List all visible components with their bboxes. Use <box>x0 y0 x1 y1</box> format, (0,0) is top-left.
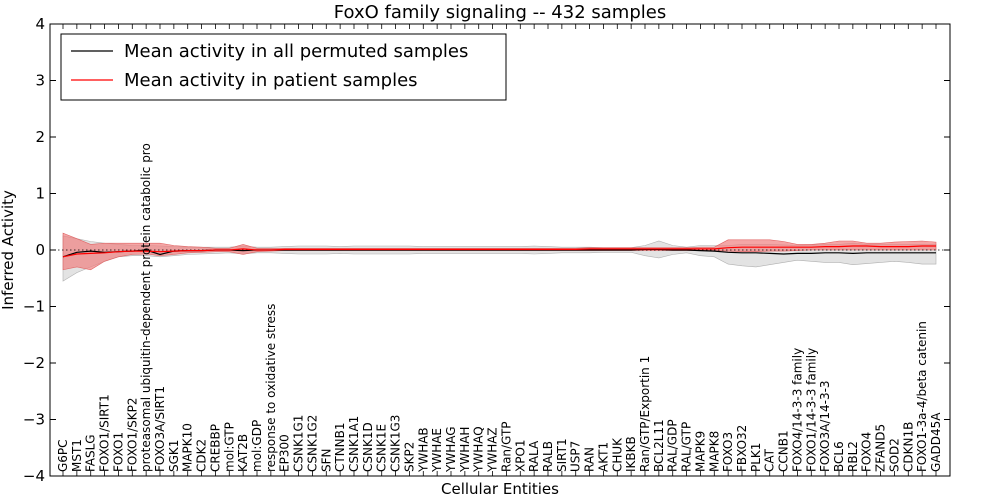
x-tick-label: CDKN1B <box>901 422 915 472</box>
x-tick-label: CSNK1A1 <box>347 416 361 472</box>
x-tick-label: XPO1 <box>513 439 527 472</box>
x-tick-label: USP7 <box>569 441 583 472</box>
x-tick-label: CAT <box>763 448 777 472</box>
x-tick-label: CSNK1D <box>361 422 375 472</box>
x-tick-label: SIRT1 <box>555 438 569 472</box>
x-tick-label: FOXO3 <box>721 432 735 472</box>
y-tick-label: −2 <box>23 354 45 372</box>
y-tick-label: 1 <box>35 185 45 203</box>
x-tick-label: CSNK1G1 <box>292 415 306 472</box>
y-tick-label: 4 <box>35 15 45 33</box>
y-tick-label: −3 <box>23 411 45 429</box>
x-tick-label: FOXO4 <box>860 432 874 472</box>
x-tick-label: GADD45A <box>929 412 943 472</box>
x-tick-label: FOXO1/SKP2 <box>125 397 139 472</box>
x-tick-label: SOD2 <box>887 438 901 472</box>
x-tick-label: CSNK1G2 <box>305 415 319 472</box>
x-tick-label: FOXO3A/SIRT1 <box>153 386 167 472</box>
x-tick-label: EP300 <box>278 434 292 472</box>
y-tick-label: 0 <box>35 241 45 259</box>
x-tick-label: FOXO1/14-3-3 family <box>804 348 818 472</box>
x-tick-label: CSNK1E <box>375 424 389 472</box>
x-tick-label: AKT1 <box>596 442 610 472</box>
x-tick-label: FOXO1 <box>111 432 125 472</box>
patient-mean-line <box>62 245 936 258</box>
x-tick-label: CTNNB1 <box>333 422 347 472</box>
x-tick-label: CREBBP <box>208 424 222 472</box>
x-tick-label: BCL2L11 <box>652 419 666 472</box>
x-tick-label: YWHAZ <box>486 427 500 473</box>
legend-patient-label: Mean activity in patient samples <box>124 70 418 91</box>
x-tick-label: CDK2 <box>195 439 209 472</box>
y-tick-label: 3 <box>35 72 45 90</box>
x-tick-label: FOXO1/SIRT1 <box>98 394 112 472</box>
x-tick-label: FOXO1-3a-4/beta catenin <box>915 321 929 472</box>
y-tick-label: −4 <box>23 467 45 485</box>
legend-permuted-label: Mean activity in all permuted samples <box>124 41 468 62</box>
x-tick-label: RALA <box>527 440 541 472</box>
x-tick-label: response to oxidative stress <box>264 304 278 472</box>
y-tick-label: 2 <box>35 128 45 146</box>
x-tick-label: G6PC <box>56 439 70 472</box>
x-tick-label: RAL/GTP <box>680 422 694 472</box>
y-tick-label: −1 <box>23 298 45 316</box>
x-tick-label: proteasomal ubiquitin-dependent protein … <box>139 143 153 472</box>
x-tick-label: FOXO4/14-3-3 family <box>790 348 804 472</box>
legend: Mean activity in all permuted samples Me… <box>60 33 507 101</box>
x-tick-label: BCL6 <box>832 441 846 472</box>
x-tick-label: YWHAE <box>430 428 444 473</box>
x-tick-label: YWHAQ <box>472 426 486 473</box>
x-tick-label: SKP2 <box>402 442 416 472</box>
x-tick-label: RAN <box>583 447 597 472</box>
x-axis-label: Cellular Entities <box>441 480 559 498</box>
x-tick-label: FBXO32 <box>735 425 749 472</box>
x-tick-label: YWHAH <box>458 427 472 473</box>
x-tick-label: RBL2 <box>846 441 860 472</box>
x-tick-label: SFN <box>319 449 333 473</box>
x-tick-label: IKBKB <box>624 436 638 472</box>
permuted-range-band <box>62 235 937 282</box>
x-tick-label: SGK1 <box>167 440 181 472</box>
x-tick-label: mol:GTP <box>222 422 236 472</box>
x-tick-label: MAPK9 <box>693 431 707 472</box>
x-tick-label: CCNB1 <box>777 430 791 472</box>
x-tick-label: RAL/GDP <box>666 419 680 472</box>
x-tick-label: RALB <box>541 441 555 472</box>
x-tick-label: MST1 <box>70 439 84 472</box>
x-tick-label: CHUK <box>610 437 624 472</box>
x-tick-label: YWHAB <box>416 427 430 473</box>
x-tick-label: Ran/GTP/Exportin 1 <box>638 356 652 472</box>
x-tick-label: FASLG <box>84 434 98 472</box>
x-tick-label: FOXO3A/14-3-3 <box>818 380 832 472</box>
x-tick-label: ZFAND5 <box>874 424 888 472</box>
x-tick-label: MAPK10 <box>181 423 195 472</box>
legend-box <box>60 33 507 101</box>
x-tick-label: KAT2B <box>236 434 250 472</box>
x-tick-label: PLK1 <box>749 443 763 472</box>
x-tick-label: mol:GDP <box>250 420 264 472</box>
x-tick-label: YWHAG <box>444 426 458 473</box>
x-tick-label: MAPK8 <box>707 431 721 472</box>
x-tick-label: CSNK1G3 <box>389 415 403 472</box>
y-axis-label: Inferred Activity <box>0 190 17 310</box>
x-tick-label: Ran/GTP <box>499 421 513 472</box>
chart-title: FoxO family signaling -- 432 samples <box>334 2 666 23</box>
